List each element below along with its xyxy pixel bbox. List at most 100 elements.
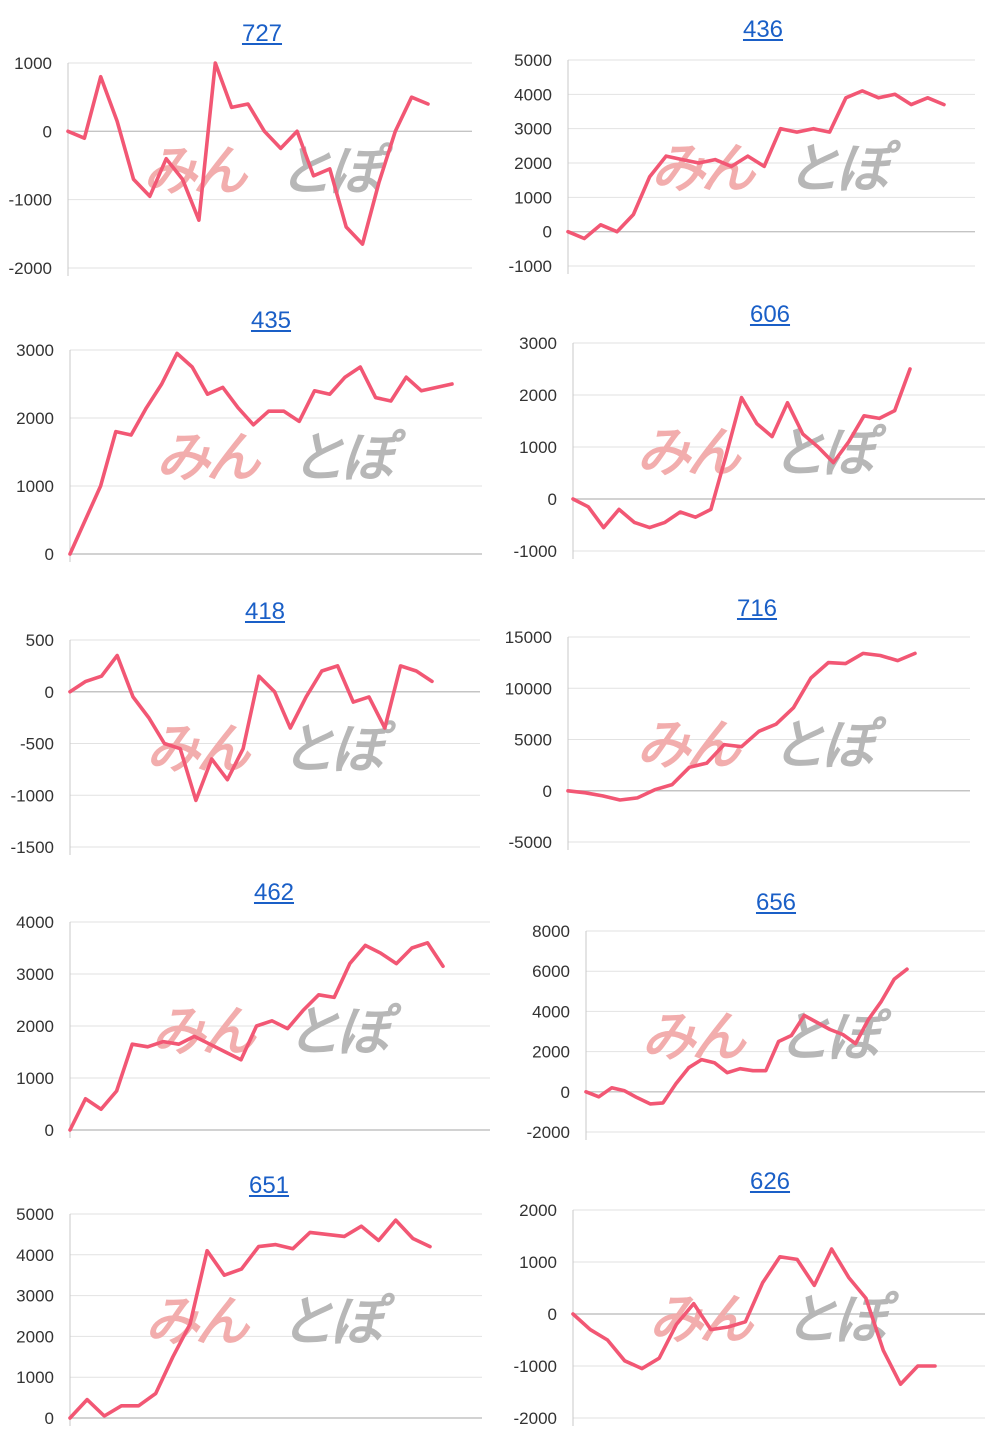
watermark-text-red: みん [156, 426, 262, 489]
series-line [66, 61, 430, 246]
y-tick-label: 2000 [514, 154, 552, 173]
y-tick-label: 5000 [514, 51, 552, 70]
y-tick-label: 6000 [532, 962, 570, 981]
y-tick-label: -2000 [527, 1123, 570, 1142]
watermark-text-gray: とぽ [281, 718, 397, 781]
series-line [68, 1218, 432, 1420]
watermark-logo: みん とぽ [145, 1290, 400, 1353]
y-tick-label: 3000 [16, 1287, 54, 1306]
watermark-logo: みん とぽ [152, 1000, 407, 1063]
y-tick-label: 3000 [16, 965, 54, 984]
watermark-text-red: みん [649, 1288, 755, 1351]
y-tick-label: 0 [548, 1305, 557, 1324]
watermark-text-gray: とぽ [777, 1006, 893, 1069]
watermark-text-gray: とぽ [287, 1000, 403, 1063]
y-tick-label: 0 [543, 782, 552, 801]
y-tick-label: 5000 [514, 731, 552, 750]
chart-title-link[interactable]: 436 [742, 16, 784, 43]
y-tick-label: 15000 [505, 628, 552, 647]
series-line [566, 89, 946, 241]
chart-title-link[interactable]: 435 [250, 307, 292, 334]
watermark-text-red: みん [146, 718, 252, 781]
y-tick-label: 0 [45, 1121, 54, 1140]
y-tick-label: 5000 [16, 1205, 54, 1224]
watermark-logo: みん とぽ [156, 426, 411, 489]
y-tick-label: 3000 [16, 341, 54, 360]
y-tick-label: 1000 [16, 1368, 54, 1387]
chart-title-link[interactable]: 727 [241, 20, 283, 47]
y-tick-label: 0 [561, 1083, 570, 1102]
y-tick-label: -1500 [11, 838, 54, 857]
watermark-text-gray: とぽ [291, 426, 407, 489]
y-tick-label: -5000 [509, 833, 552, 852]
y-tick-label: -2000 [514, 1409, 557, 1428]
y-tick-label: 2000 [16, 1327, 54, 1346]
chart-title-link[interactable]: 716 [736, 595, 778, 622]
series-line [571, 367, 912, 530]
y-tick-label: -2000 [9, 259, 52, 278]
watermark-text-red: みん [651, 137, 757, 200]
series-line [584, 967, 909, 1106]
series-line [571, 1247, 937, 1386]
y-tick-label: -1000 [11, 786, 54, 805]
y-tick-label: 4000 [16, 1246, 54, 1265]
watermark-text-gray: とぽ [786, 137, 902, 200]
y-tick-label: -500 [20, 735, 54, 754]
y-tick-label: 0 [45, 1409, 54, 1428]
series-line [68, 940, 445, 1132]
y-tick-label: 4000 [514, 85, 552, 104]
y-tick-label: 1000 [519, 1253, 557, 1272]
y-tick-label: 4000 [532, 1002, 570, 1021]
y-tick-label: 0 [45, 683, 54, 702]
y-tick-label: 1000 [16, 477, 54, 496]
watermark-text-red: みん [642, 1006, 748, 1069]
y-tick-label: 2000 [16, 1017, 54, 1036]
chart-title-link[interactable]: 606 [749, 301, 791, 328]
y-tick-label: 0 [43, 122, 52, 141]
watermark-text-red: みん [145, 1290, 251, 1353]
y-tick-label: 1000 [16, 1069, 54, 1088]
chart-title-link[interactable]: 462 [253, 879, 295, 906]
y-tick-label: 2000 [16, 409, 54, 428]
chart-title-link[interactable]: 651 [248, 1172, 290, 1199]
series-line [68, 653, 434, 803]
y-tick-label: -1000 [514, 1357, 557, 1376]
watermark-text-gray: とぽ [772, 714, 888, 777]
chart-title-link[interactable]: 418 [244, 598, 286, 625]
watermark-text-gray: とぽ [784, 1288, 900, 1351]
y-tick-label: 4000 [16, 913, 54, 932]
y-tick-label: 0 [548, 490, 557, 509]
y-tick-label: 10000 [505, 679, 552, 698]
series-line [68, 351, 454, 556]
y-tick-label: -1000 [509, 257, 552, 276]
chart-title-link[interactable]: 656 [755, 889, 797, 916]
y-tick-label: -1000 [514, 542, 557, 561]
chart-title-link[interactable]: 626 [749, 1168, 791, 1195]
y-tick-label: 8000 [532, 922, 570, 941]
y-tick-label: 1000 [514, 188, 552, 207]
y-tick-label: 2000 [519, 386, 557, 405]
watermark-logo: みん とぽ [651, 137, 906, 200]
y-tick-label: -1000 [9, 191, 52, 210]
watermark-text-gray: とぽ [280, 1290, 396, 1353]
y-tick-label: 3000 [514, 120, 552, 139]
series-line [566, 651, 917, 802]
